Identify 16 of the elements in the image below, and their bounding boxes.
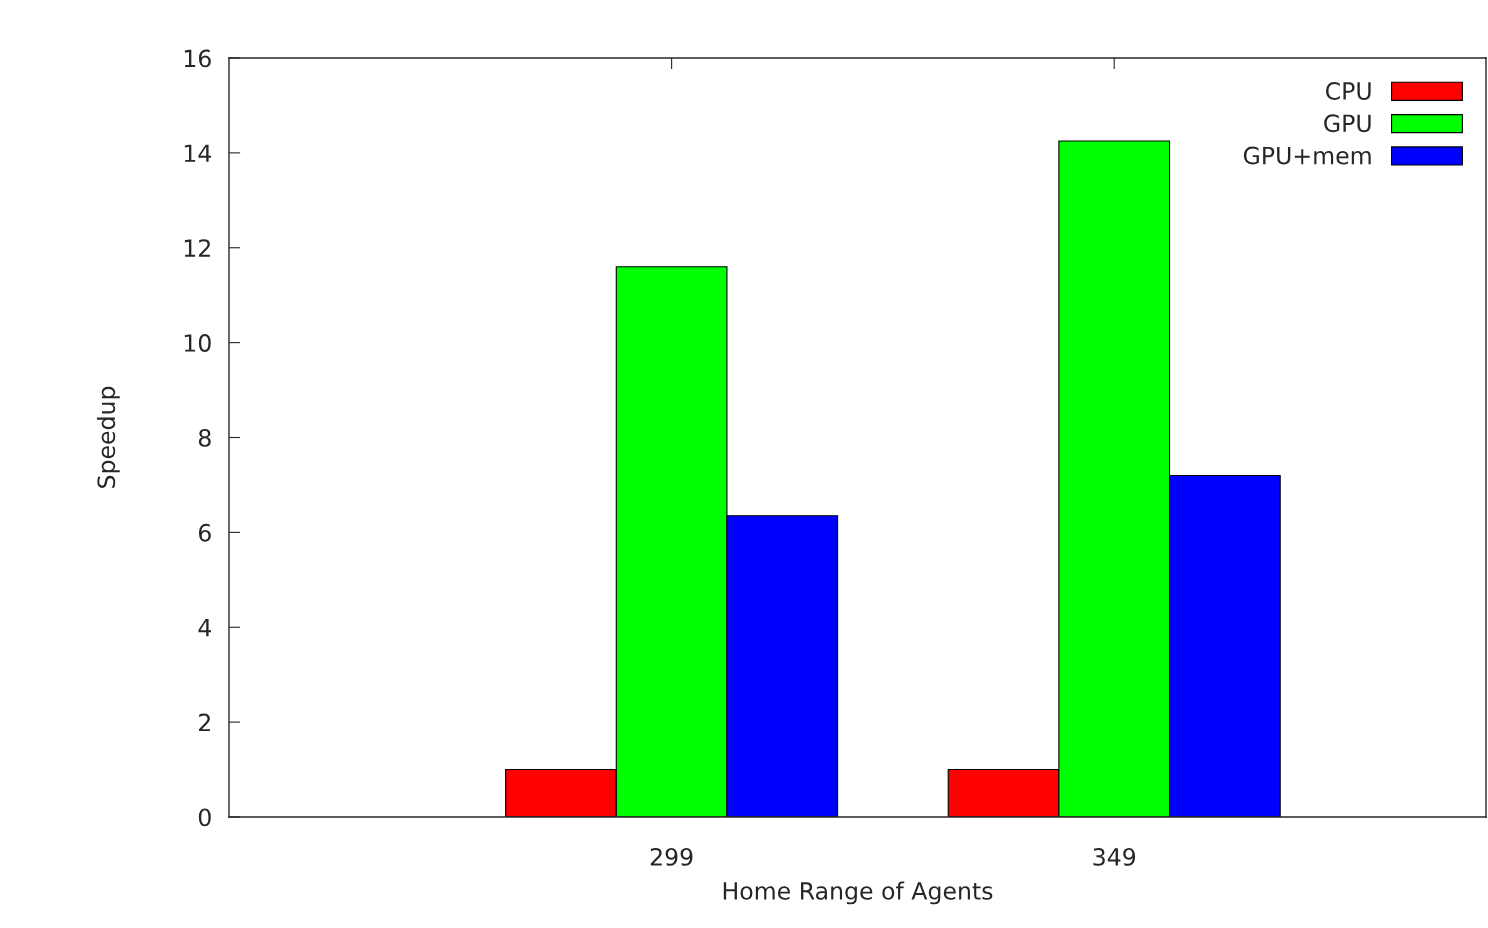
y-tick-label: 6: [198, 523, 211, 542]
legend-label: CPU: [1325, 82, 1371, 100]
y-axis-title: Speedup: [96, 386, 120, 488]
y-tick-label: 4: [198, 619, 212, 637]
x-tick-label: 349: [1093, 847, 1136, 866]
y-tick-label: 16: [184, 49, 211, 68]
y-tick-label: 0: [198, 808, 211, 827]
y-tick-label: 8: [198, 428, 211, 447]
x-tick-label: 299: [650, 847, 693, 866]
legend-label: GPU+mem: [1243, 146, 1371, 165]
x-axis-title: Home Range of Agents: [723, 881, 993, 905]
legend-label: GPU: [1324, 114, 1371, 133]
y-tick-label: 14: [184, 144, 212, 162]
y-tick-label: 2: [199, 713, 210, 732]
y-tick-label: 12: [184, 239, 210, 257]
y-tick-label: 10: [184, 334, 211, 352]
